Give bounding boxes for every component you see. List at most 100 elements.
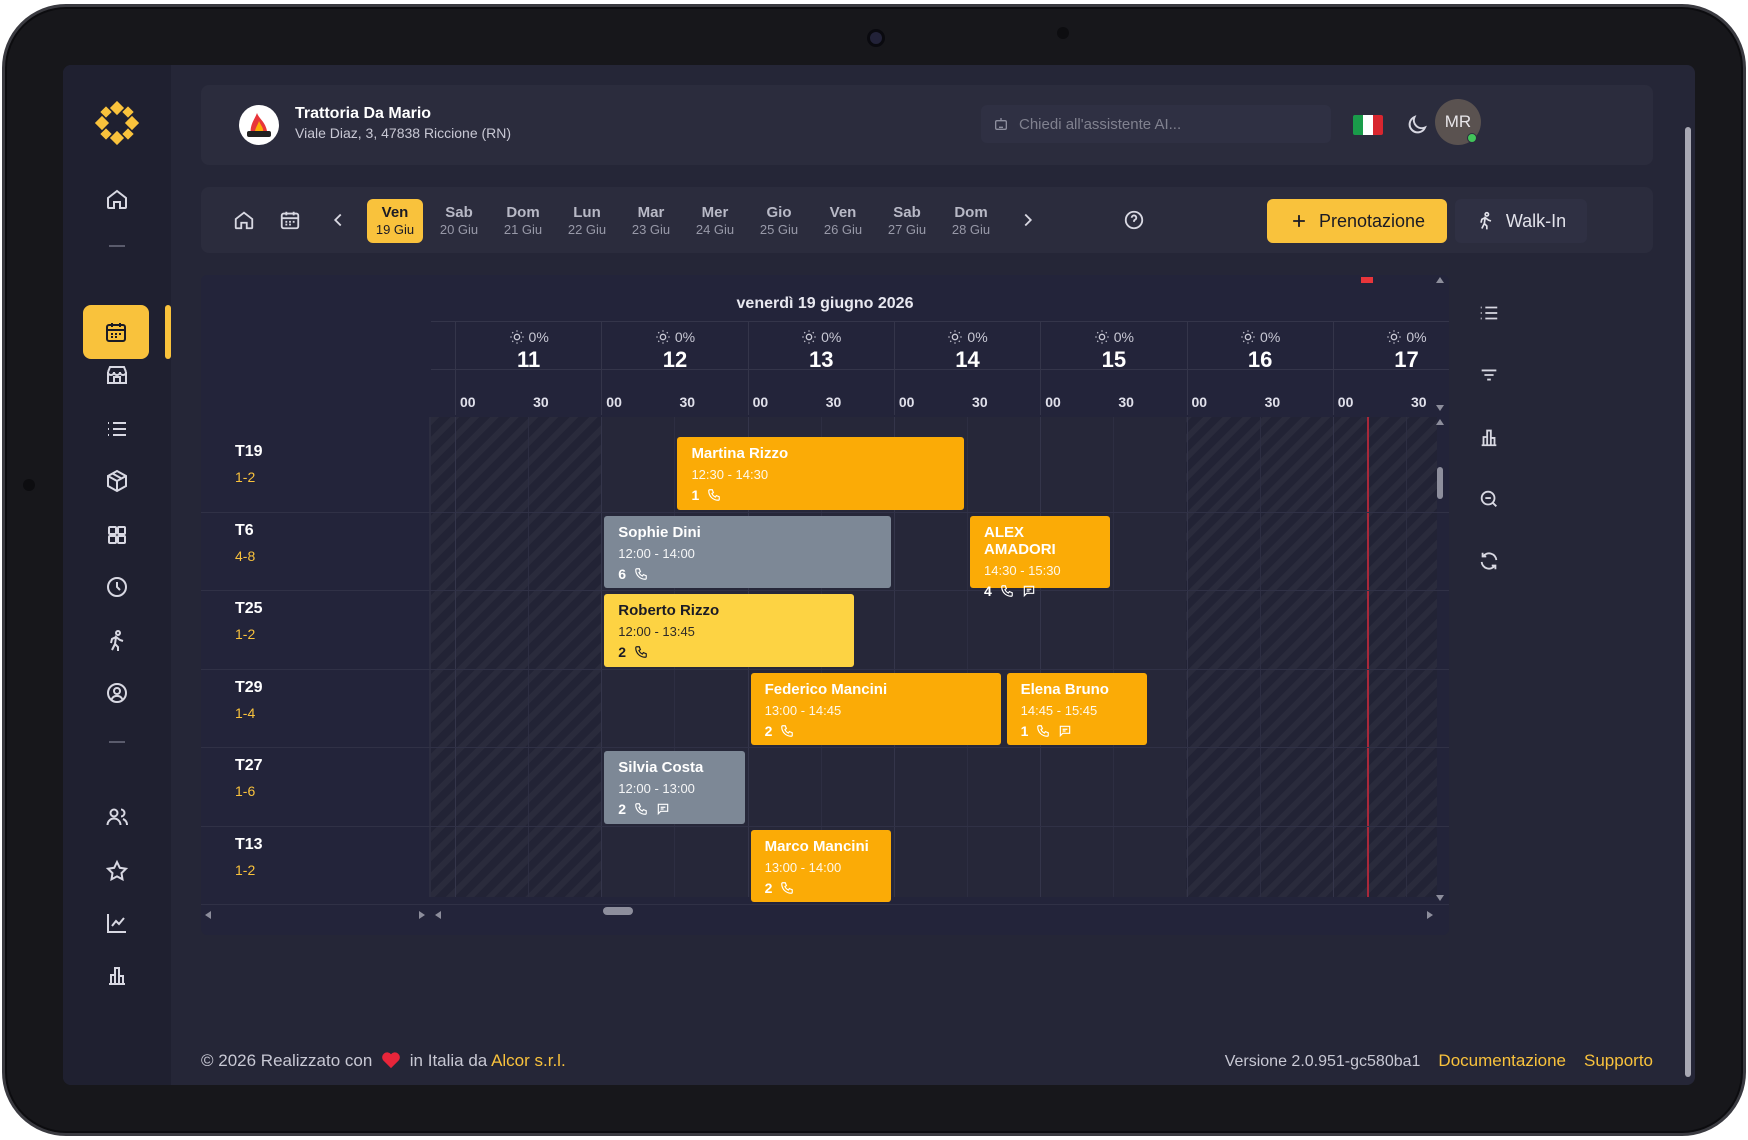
grid-icon[interactable] (93, 511, 141, 559)
calendar-icon[interactable] (83, 305, 149, 359)
user-circle-icon[interactable] (93, 669, 141, 717)
sidebar (63, 65, 171, 1085)
app-screen: Trattoria Da Mario Viale Diaz, 3, 47838 … (63, 65, 1695, 1085)
weather-indicator: 0% (895, 329, 1040, 345)
phone-icon (707, 488, 721, 502)
company-link[interactable]: Alcor s.r.l. (491, 1051, 566, 1070)
booking-card[interactable]: Sophie Dini 12:00 - 14:00 6 (604, 515, 891, 588)
day-dom-28[interactable]: Dom 28 Giu (943, 199, 999, 243)
booking-card[interactable]: Marco Mancini 13:00 - 14:00 2 (750, 829, 891, 902)
support-link[interactable]: Supporto (1584, 1051, 1653, 1070)
copyright-text-2: in Italia da (409, 1051, 488, 1070)
home-icon[interactable] (93, 175, 141, 223)
day-mar-23[interactable]: Mar 23 Giu (623, 199, 679, 243)
horizontal-scrollbar[interactable] (201, 911, 1449, 923)
copyright-text: © 2026 Realizzato con (201, 1051, 373, 1070)
booking-card[interactable]: Silvia Costa 12:00 - 13:00 2 (604, 751, 745, 824)
day-sab-27[interactable]: Sab 27 Giu (879, 199, 935, 243)
version-text: Versione 2.0.951-gc580ba1 (1224, 1053, 1421, 1070)
new-booking-button[interactable]: Prenotazione (1267, 199, 1447, 243)
day-date: 19 Giu (375, 222, 415, 237)
vertical-scroll-thumb[interactable] (1437, 467, 1443, 499)
app-logo-icon[interactable] (95, 101, 139, 145)
day-lun-22[interactable]: Lun 22 Giu (559, 199, 615, 243)
next-day-button[interactable] (1011, 203, 1045, 237)
clock-icon[interactable] (93, 563, 141, 611)
chevron-right-icon (1024, 213, 1033, 227)
prev-day-button[interactable] (321, 203, 355, 237)
minute-label: 30 (679, 394, 696, 410)
booking-time: 14:30 - 15:30 (984, 562, 1061, 578)
plus-icon (1293, 215, 1305, 227)
line-chart-icon[interactable] (93, 899, 141, 947)
day-ven-26[interactable]: Ven 26 Giu (815, 199, 871, 243)
note-icon (656, 802, 670, 816)
sidebar-divider (109, 245, 125, 247)
users-icon[interactable] (93, 793, 141, 841)
people-count: 2 (618, 644, 627, 660)
hour-gridline (455, 417, 456, 897)
italian-flag-icon[interactable] (1353, 115, 1383, 135)
weather-indicator: 0% (456, 329, 601, 345)
bar-chart-icon[interactable] (93, 951, 141, 999)
dark-mode-toggle[interactable] (1399, 107, 1435, 143)
minute-labels: 00 30 (895, 391, 1040, 415)
stats-button[interactable] (1471, 419, 1507, 455)
refresh-button[interactable] (1471, 543, 1507, 579)
phone-icon (780, 724, 794, 738)
day-dom-21[interactable]: Dom 21 Giu (495, 199, 551, 243)
minute-label: 30 (1118, 394, 1134, 410)
day-mer-24[interactable]: Mer 24 Giu (687, 199, 743, 243)
table-name[interactable]: T29 (235, 678, 263, 696)
page-scrollbar[interactable] (1685, 127, 1691, 1077)
phone-icon (780, 881, 794, 895)
help-button[interactable] (1117, 203, 1151, 237)
walking-icon[interactable] (93, 617, 141, 665)
day-date: 20 Giu (439, 222, 479, 237)
minute-label: 30 (1410, 394, 1427, 410)
walk-in-button[interactable]: Walk-In (1455, 199, 1587, 243)
booking-time: 13:00 - 14:00 (764, 859, 842, 875)
booking-card[interactable]: Federico Mancini 13:00 - 14:45 2 (750, 672, 1001, 745)
table-capacity: 1-2 (235, 861, 256, 878)
table-name[interactable]: T27 (235, 757, 263, 774)
camera (867, 29, 885, 47)
table-name[interactable]: T13 (235, 835, 263, 853)
minute-labels: 00 30 (456, 391, 601, 415)
booking-card[interactable]: Martina Rizzo 12:30 - 14:30 1 (677, 437, 965, 510)
star-icon[interactable] (93, 847, 141, 895)
day-sab-20[interactable]: Sab 20 Giu (431, 199, 487, 243)
row-divider (201, 747, 1449, 748)
package-icon[interactable] (93, 457, 141, 505)
ai-assistant-input[interactable] (1019, 115, 1319, 133)
date-picker-button[interactable] (273, 203, 307, 237)
booking-card[interactable]: Roberto Rizzo 12:00 - 13:45 2 (604, 594, 855, 667)
docs-link[interactable]: Documentazione (1438, 1051, 1566, 1070)
day-gio-25[interactable]: Gio 25 Giu (751, 199, 807, 243)
note-icon (1058, 724, 1072, 738)
table-name[interactable]: T19 (235, 443, 263, 460)
list-icon[interactable] (93, 405, 141, 453)
row-divider (201, 904, 1449, 905)
table-capacity: 1-6 (235, 783, 256, 799)
store-icon[interactable] (93, 351, 141, 399)
vertical-scrollbar[interactable] (1433, 275, 1447, 911)
help-icon (1124, 210, 1144, 230)
day-ven-19[interactable]: Ven 19 Giu (367, 199, 423, 243)
list-view-button[interactable] (1471, 295, 1507, 331)
hour-label: 15 (1101, 347, 1127, 372)
timeline-date: venerdì 19 giugno 2026 (736, 295, 914, 312)
booking-people: 1 (691, 487, 950, 503)
booking-time: 12:00 - 13:45 (618, 624, 695, 639)
zoom-button[interactable] (1471, 481, 1507, 517)
booking-card[interactable]: ALEX AMADORI 14:30 - 15:30 4 (970, 515, 1111, 599)
reservation-timeline: venerdì 19 giugno 2026 0% 11 00 30 0% 12 00 30 0… (201, 275, 1449, 935)
booking-card[interactable]: Elena Bruno 14:45 - 15:45 1 (1006, 672, 1147, 745)
horizontal-scroll-thumb[interactable] (603, 907, 633, 915)
filter-button[interactable] (1471, 357, 1507, 393)
table-name[interactable]: T6 (235, 521, 254, 539)
day-name: Ven (381, 204, 409, 221)
ai-assistant-box[interactable] (981, 105, 1331, 143)
table-name[interactable]: T25 (235, 600, 263, 617)
today-home-button[interactable] (227, 203, 261, 237)
